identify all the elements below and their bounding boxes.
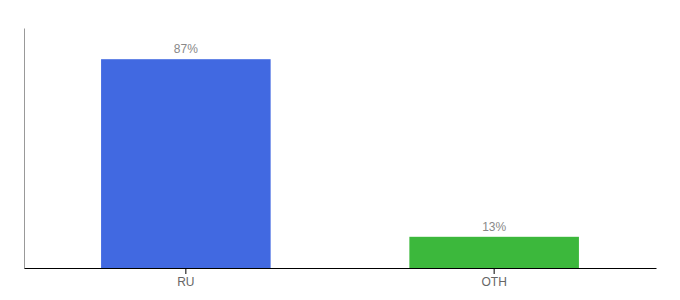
x-tick: OTH bbox=[481, 268, 506, 289]
y-axis-line bbox=[24, 29, 25, 269]
x-tick-mark bbox=[185, 268, 186, 274]
y-axis bbox=[24, 29, 25, 269]
plot: RU OTH 87% 13% bbox=[25, 29, 657, 289]
data-label: 87% bbox=[174, 42, 198, 56]
data-label: 13% bbox=[482, 220, 506, 234]
data-labels: 87% 13% bbox=[174, 42, 507, 234]
x-tick: RU bbox=[177, 268, 194, 289]
chart: RU OTH 87% 13% bbox=[0, 0, 680, 300]
bar bbox=[409, 237, 579, 268]
bars bbox=[101, 59, 579, 268]
x-axis: RU OTH bbox=[25, 268, 657, 289]
x-tick-label: OTH bbox=[481, 275, 506, 289]
x-axis-line bbox=[25, 268, 657, 269]
x-tick-label: RU bbox=[177, 275, 194, 289]
bar bbox=[101, 59, 271, 268]
x-tick-mark bbox=[494, 268, 495, 274]
